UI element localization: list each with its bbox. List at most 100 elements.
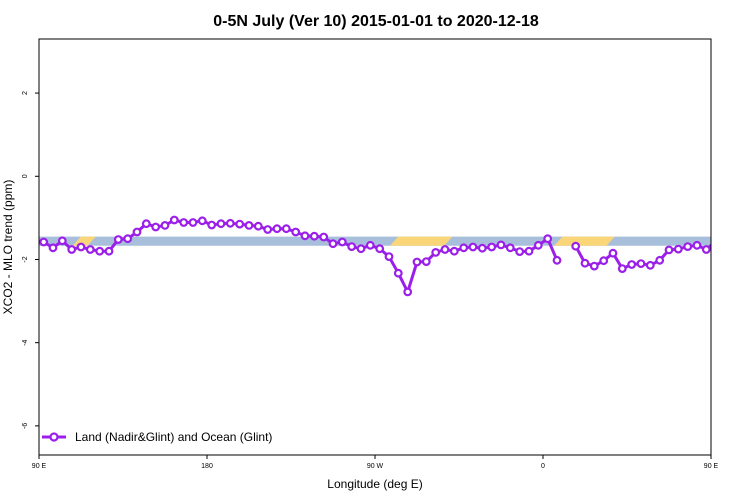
data-point	[477, 243, 487, 253]
data-point	[123, 234, 133, 244]
data-point	[524, 246, 534, 256]
y-tick-label: 0	[22, 174, 29, 178]
data-point	[393, 268, 403, 278]
data-point	[403, 287, 413, 297]
data-point	[440, 245, 450, 254]
data-point	[496, 240, 506, 250]
data-point	[608, 248, 618, 258]
data-point	[722, 245, 729, 252]
surface-band	[39, 236, 711, 246]
data-point	[337, 237, 347, 247]
data-point	[645, 260, 655, 270]
data-point	[85, 245, 95, 254]
y-tick-label: -2	[22, 256, 29, 262]
data-point	[617, 264, 627, 274]
data-point	[571, 241, 581, 251]
data-point	[291, 227, 301, 237]
data-point	[421, 257, 431, 267]
data-point	[692, 240, 702, 250]
x-axis: 90 E 180 90 W 0 90 E	[32, 455, 719, 470]
data-point	[113, 235, 123, 244]
data-point	[272, 224, 282, 234]
data-point	[281, 224, 291, 234]
data-point	[673, 244, 683, 254]
data-point	[197, 216, 207, 226]
data-point	[104, 246, 114, 256]
x-tick-label: 0	[541, 463, 545, 470]
data-point	[328, 239, 338, 249]
legend-marker	[49, 432, 59, 442]
chart-title: 0-5N July (Ver 10) 2015-01-01 to 2020-12…	[213, 13, 539, 30]
data-point	[636, 259, 646, 269]
data-point	[160, 220, 170, 230]
data-point	[151, 222, 161, 232]
data-point	[664, 245, 674, 255]
data-point	[141, 219, 151, 229]
data-point	[132, 227, 142, 237]
data-point	[431, 247, 441, 257]
data-point	[188, 218, 198, 227]
data-point	[533, 240, 543, 250]
data-point	[365, 240, 375, 250]
data-point	[468, 242, 478, 252]
data-point	[235, 219, 245, 229]
x-tick-label: 90 E	[32, 463, 47, 470]
data-point	[300, 231, 310, 241]
data-point	[589, 261, 599, 271]
data-point	[207, 220, 217, 230]
y-axis-label: XCO2 - MLO trend (ppm)	[1, 180, 15, 315]
data-point	[740, 248, 747, 255]
y-tick-label: -4	[22, 339, 29, 345]
data-point	[347, 242, 357, 252]
data-point	[627, 260, 637, 269]
y-tick-label: -6	[22, 423, 29, 429]
data-point	[412, 257, 422, 267]
data-point	[599, 256, 609, 266]
data-point	[487, 242, 497, 252]
land-segment	[389, 236, 453, 246]
data-point	[169, 215, 179, 225]
x-tick-label: 180	[201, 463, 213, 470]
y-axis: 2 0 -2 -4 -6	[22, 91, 39, 429]
data-point	[580, 258, 590, 268]
data-point	[683, 242, 693, 252]
series-layer	[39, 215, 747, 297]
data-point	[505, 243, 515, 253]
data-point	[552, 255, 562, 265]
data-point	[515, 247, 525, 257]
x-axis-label: Longitude (deg E)	[327, 477, 422, 491]
data-point	[356, 244, 366, 254]
data-point	[253, 221, 263, 231]
data-point	[67, 245, 77, 254]
data-point	[309, 231, 319, 241]
data-point	[179, 218, 189, 227]
data-point	[459, 243, 469, 253]
legend-label: Land (Nadir&Glint) and Ocean (Glint)	[75, 430, 272, 444]
x-tick-label: 90 E	[704, 463, 719, 470]
data-point	[216, 219, 226, 229]
data-point	[76, 242, 86, 252]
data-point	[48, 243, 58, 253]
data-point	[225, 218, 235, 228]
ocean-band	[39, 236, 711, 246]
data-point	[244, 220, 254, 230]
data-point	[655, 255, 665, 265]
legend: Land (Nadir&Glint) and Ocean (Glint)	[42, 430, 272, 444]
land-segment	[554, 236, 615, 246]
data-point	[701, 245, 711, 254]
data-point	[543, 234, 553, 244]
y-tick-label: 2	[22, 91, 29, 95]
data-point	[39, 237, 49, 247]
data-point	[95, 246, 105, 256]
data-point	[449, 246, 459, 256]
data-point	[384, 252, 394, 262]
data-point	[375, 244, 385, 254]
data-point	[263, 225, 273, 234]
series-line	[42, 218, 559, 294]
data-point	[712, 238, 719, 245]
data-point	[731, 236, 738, 243]
x-tick-label: 90 W	[367, 463, 384, 470]
data-point	[57, 236, 67, 246]
data-point	[319, 232, 329, 242]
